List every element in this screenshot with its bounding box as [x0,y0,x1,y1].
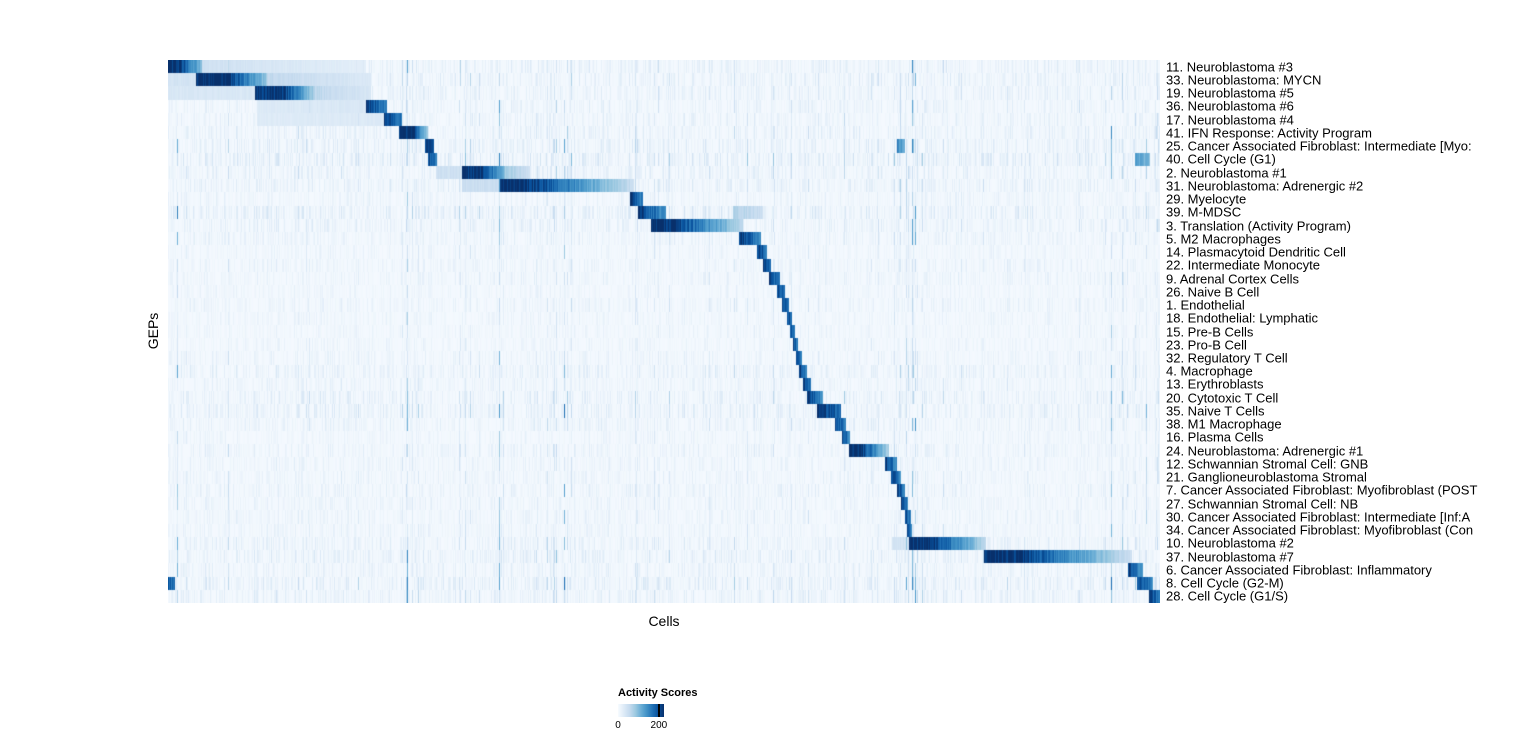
row-label: 18. Endothelial: Lymphatic [1166,310,1319,326]
row-label: 37. Neuroblastoma #7 [1166,549,1294,565]
row-label: 40. Cell Cycle (G1) [1166,151,1276,167]
row-label: 26. Naive B Cell [1166,284,1260,300]
row-label: 36. Neuroblastoma #6 [1166,98,1294,114]
row-label: 32. Regulatory T Cell [1166,350,1288,366]
row-label: 29. Myelocyte [1166,191,1247,207]
row-label: 41. IFN Response: Activity Program [1166,125,1372,141]
row-label: 12. Schwannian Stromal Cell: GNB [1166,456,1369,472]
row-label: 21. Ganglioneuroblastoma Stromal [1166,469,1367,485]
row-label: 24. Neuroblastoma: Adrenergic #1 [1166,443,1364,459]
row-label: 2. Neuroblastoma #1 [1166,165,1287,181]
row-label: 9. Adrenal Cortex Cells [1166,271,1299,287]
legend-max-tick [657,704,660,717]
row-label: 28. Cell Cycle (G1/S) [1166,588,1289,604]
row-label: 22. Intermediate Monocyte [1166,257,1320,273]
row-label: 31. Neuroblastoma: Adrenergic #2 [1166,178,1364,194]
row-label: 4. Macrophage [1166,363,1253,379]
legend-tick-min-label: 0 [615,720,621,731]
x-axis-label: Cells [648,613,680,629]
row-label: 3. Translation (Activity Program) [1166,218,1351,234]
legend-tick-max-label: 200 [650,720,668,731]
row-label: 7. Cancer Associated Fibroblast: Myofibr… [1166,482,1478,498]
row-label: 30. Cancer Associated Fibroblast: Interm… [1166,509,1471,525]
row-label: 11. Neuroblastoma #3 [1166,59,1293,75]
row-label: 19. Neuroblastoma #5 [1166,85,1294,101]
row-label: 14. Plasmacytoid Dendritic Cell [1166,244,1346,260]
row-label: 5. M2 Macrophages [1166,231,1281,247]
row-label: 15. Pre-B Cells [1166,324,1254,339]
row-label: 27. Schwannian Stromal Cell: NB [1166,496,1359,512]
legend: Activity Scores 0 200 [615,687,758,732]
heatmap-canvas [168,60,1160,603]
row-label: 8. Cell Cycle (G2-M) [1166,575,1284,591]
row-label: 10. Neuroblastoma #2 [1166,535,1294,551]
row-label: 39. M-MDSC [1166,204,1242,220]
row-label: 13. Erythroblasts [1166,376,1264,392]
y-axis-label: GEPs [145,312,161,350]
row-label: 17. Neuroblastoma #4 [1166,112,1294,128]
row-label: 35. Naive T Cells [1166,403,1265,419]
legend-ticks: 0 200 [615,720,667,732]
row-label: 25. Cancer Associated Fibroblast: Interm… [1166,138,1472,154]
row-label: 16. Plasma Cells [1166,429,1264,445]
row-label: 33. Neuroblastoma: MYCN [1166,72,1322,88]
row-label: 1. Endothelial [1166,297,1245,313]
row-label: 23. Pro-B Cell [1166,337,1247,353]
legend-title: Activity Scores [618,687,698,699]
row-labels: 11. Neuroblastoma #3 33. Neuroblastoma: M… [1166,60,1540,603]
row-label: 38. M1 Macrophage [1166,416,1282,432]
row-label: 6. Cancer Associated Fibroblast: Inflamm… [1166,562,1432,578]
legend-colorbar [618,704,664,717]
row-label: 20. Cytotoxic T Cell [1166,390,1279,406]
row-label: 34. Cancer Associated Fibroblast: Myofib… [1166,522,1474,538]
